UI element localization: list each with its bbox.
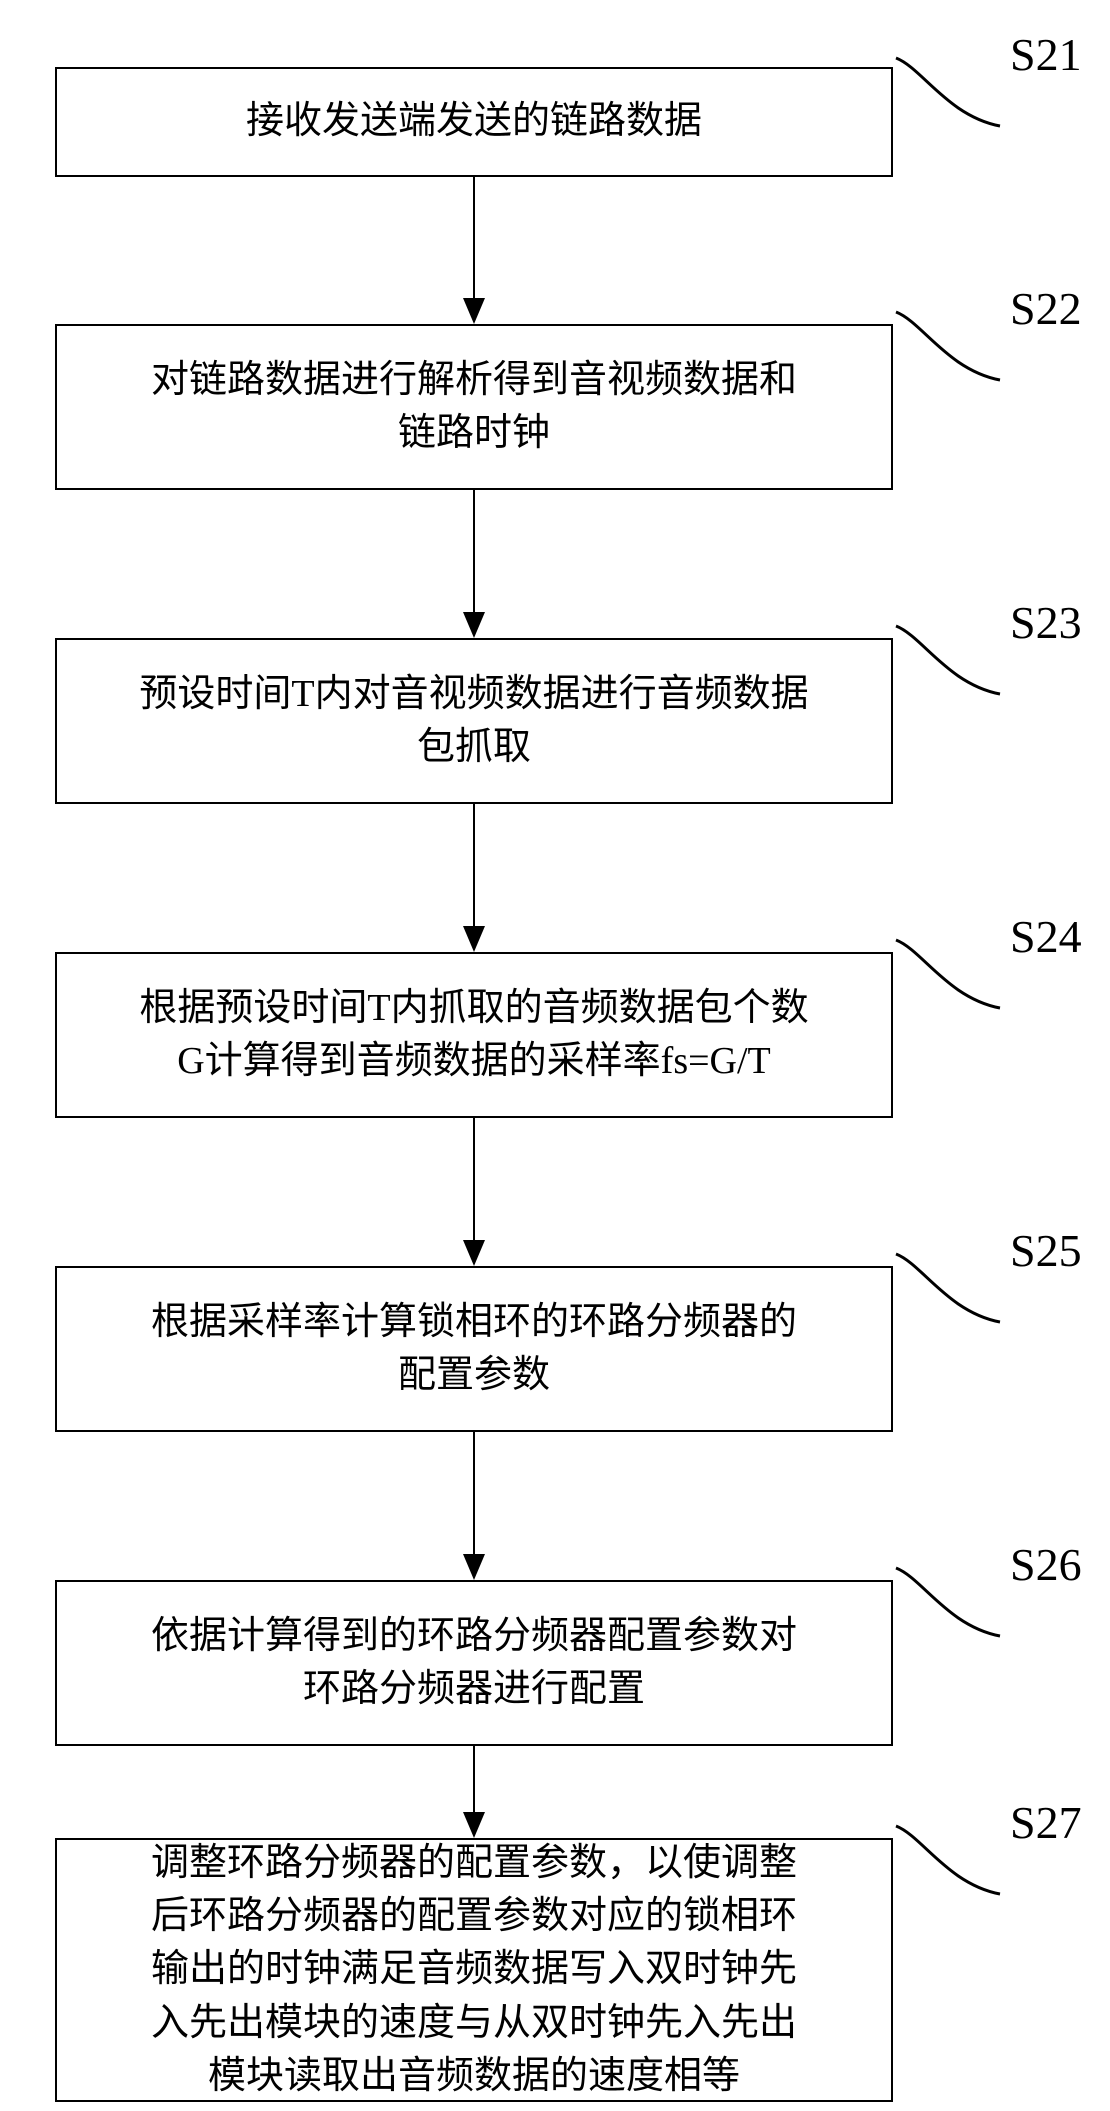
flow-arrow-s26-s27 bbox=[0, 0, 1110, 2111]
flowchart-canvas: 接收发送端发送的链路数据S21对链路数据进行解析得到音视频数据和 链路时钟S22… bbox=[0, 0, 1110, 2111]
